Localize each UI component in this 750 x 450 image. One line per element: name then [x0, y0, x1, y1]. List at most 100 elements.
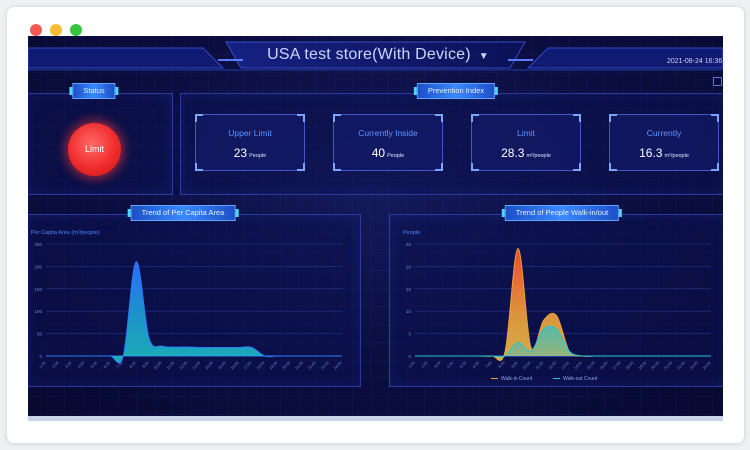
y-tick-label: 50 [37, 332, 43, 337]
per-capita-y-axis-label: Per Capita Area (m²/people) [31, 230, 100, 236]
datetime-display: 2021-08-24 16:36 [667, 58, 723, 65]
walk-in-legend-swatch [491, 377, 498, 380]
y-tick-label: 250 [34, 242, 42, 247]
card-value: 23 People [233, 146, 267, 160]
card-label: Currently Inside [358, 128, 418, 138]
walk-in-out-y-axis-label: People [403, 230, 421, 236]
x-tick-label: 18:00 [625, 361, 635, 371]
y-tick-label: 25 [406, 242, 412, 247]
series-1-line [415, 325, 711, 358]
y-tick-label: 0 [408, 354, 411, 359]
x-tick-label: 11:00 [166, 361, 175, 370]
x-tick-label: 17:00 [612, 361, 622, 371]
x-tick-label: 19:00 [269, 361, 279, 371]
walk-in-out-chart-title: Trend of People Walk-in/out [501, 205, 623, 221]
x-tick-label: 20:00 [282, 361, 292, 371]
y-tick-label: 5 [408, 332, 411, 337]
per-capita-chart-title: Trend of Per Capita Area [127, 205, 239, 221]
x-tick-label: 13:00 [561, 361, 571, 371]
walk-in-legend: Walk-in Count [491, 376, 532, 382]
walk-out-legend: Walk-out Count [553, 376, 597, 382]
x-tick-label: 7:00 [116, 361, 124, 369]
walk-out-legend-swatch [553, 377, 560, 380]
x-tick-label: 5:00 [90, 361, 98, 369]
close-window-button[interactable] [30, 24, 42, 36]
x-tick-label: 3:00 [433, 361, 441, 369]
x-tick-label: 15:00 [217, 361, 227, 371]
store-selector[interactable]: USA test store(With Device) ▼ [228, 46, 528, 64]
x-tick-label: 22:00 [307, 361, 317, 371]
y-tick-label: 0 [39, 354, 42, 359]
per-capita-chart-panel [28, 214, 361, 387]
y-tick-label: 15 [406, 287, 412, 292]
y-tick-label: 100 [34, 309, 42, 314]
walk-in-out-chart: 25 20 15 10 5 0 1:00 2:00 3:00 4:00 5:00 6:00 7:00 8:… [406, 242, 712, 371]
x-tick-label: 13:00 [192, 361, 202, 371]
x-tick-label: 1:00 [39, 361, 47, 369]
x-tick-label: 8:00 [498, 361, 506, 369]
prevention-index-tag: Prevention Index [413, 83, 499, 99]
card-value: 28.3 m²/people [501, 146, 551, 160]
series-0-line [46, 261, 342, 364]
x-tick-label: 24:00 [702, 361, 712, 371]
card-label: Limit [517, 128, 535, 138]
x-tick-label: 23:00 [689, 361, 699, 371]
series-1-area [415, 326, 711, 357]
x-tick-label: 4:00 [77, 361, 85, 369]
x-tick-label: 24:00 [333, 361, 343, 371]
x-tick-label: 2:00 [421, 361, 429, 369]
x-tick-label: 17:00 [243, 361, 253, 371]
x-tick-label: 18:00 [256, 361, 266, 371]
x-tick-label: 21:00 [664, 361, 674, 371]
x-tick-label: 12:00 [548, 361, 558, 371]
x-tick-label: 20:00 [651, 361, 661, 371]
series-0-area [415, 248, 711, 361]
y-tick-label: 200 [34, 264, 42, 269]
per-capita-chart: 250 200 150 100 50 0 1:00 2:00 3:00 4:00 5:00 6:00 7… [34, 242, 343, 371]
bottom-strip [28, 416, 723, 421]
x-tick-label: 2:00 [52, 361, 60, 369]
card-value: 40 People [371, 146, 405, 160]
y-tick-label: 150 [34, 287, 42, 292]
x-tick-label: 21:00 [295, 361, 305, 371]
header-decoration [28, 41, 723, 71]
x-tick-label: 14:00 [204, 361, 214, 371]
minimize-window-button[interactable] [50, 24, 62, 36]
current-area-card: Currently 16.3 m²/people [609, 114, 719, 171]
card-label: Currently [646, 128, 682, 138]
x-tick-label: 10:00 [153, 361, 163, 371]
x-tick-label: 16:00 [599, 361, 609, 371]
x-tick-label: 8:00 [129, 361, 137, 369]
x-tick-label: 11:00 [535, 361, 544, 370]
x-tick-label: 3:00 [64, 361, 72, 369]
x-tick-label: 5:00 [459, 361, 467, 369]
x-tick-label: 16:00 [230, 361, 240, 371]
x-tick-label: 6:00 [472, 361, 480, 369]
x-tick-label: 12:00 [179, 361, 189, 371]
y-tick-label: 20 [406, 264, 412, 269]
caret-down-icon[interactable]: ▼ [478, 51, 489, 62]
x-tick-label: 10:00 [522, 361, 532, 371]
card-value: 16.3 m²/people [639, 146, 689, 160]
fullscreen-icon[interactable] [713, 77, 722, 86]
x-tick-label: 23:00 [320, 361, 330, 371]
store-title: USA test store(With Device) [267, 46, 471, 63]
card-label: Upper Limit [228, 128, 272, 138]
x-tick-label: 6:00 [103, 361, 111, 369]
x-tick-label: 22:00 [676, 361, 686, 371]
x-tick-label: 9:00 [142, 361, 150, 369]
y-tick-label: 10 [406, 309, 412, 314]
x-tick-label: 19:00 [638, 361, 648, 371]
currently-inside-card: Currently Inside 40 People [333, 114, 443, 171]
status-tag: Status [69, 83, 119, 99]
dashboard-screen: USA test store(With Device) ▼ 2021-08-24 … [28, 36, 723, 421]
x-tick-label: 14:00 [573, 361, 583, 371]
limit-area-card: Limit 28.3 m²/people [471, 114, 581, 171]
series-0-area [46, 261, 342, 363]
x-tick-label: 4:00 [446, 361, 454, 369]
x-tick-label: 9:00 [511, 361, 519, 369]
x-tick-label: 1:00 [408, 361, 416, 369]
limit-status-button[interactable]: Limit [68, 123, 121, 176]
maximize-window-button[interactable] [70, 24, 82, 36]
walk-in-out-chart-panel [389, 214, 723, 387]
